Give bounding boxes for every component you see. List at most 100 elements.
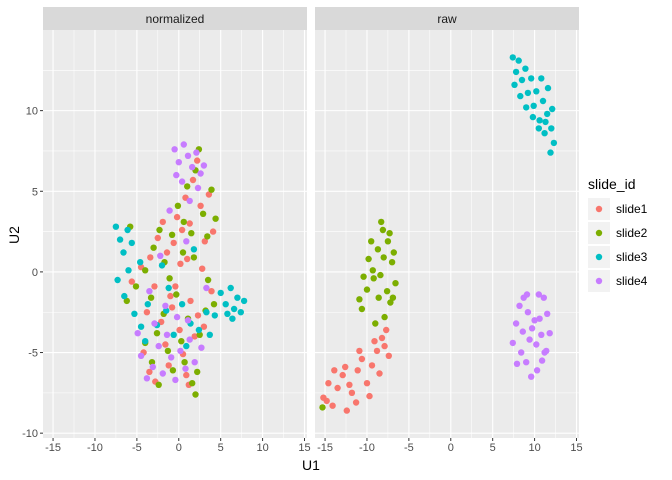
point-slide1-normalized: [199, 265, 206, 272]
point-slide2-normalized: [192, 391, 199, 398]
point-slide4-raw: [526, 336, 533, 343]
point-slide4-normalized: [194, 184, 202, 192]
point-slide4-normalized: [137, 352, 145, 359]
point-slide4-raw: [524, 309, 532, 316]
point-slide2-normalized: [210, 301, 218, 308]
point-slide1-normalized: [191, 333, 198, 340]
point-slide3-raw: [512, 68, 520, 76]
point-slide4-raw: [538, 331, 545, 338]
point-slide1-raw: [363, 380, 371, 387]
point-slide1-normalized: [176, 326, 183, 334]
point-slide3-normalized: [227, 284, 234, 292]
point-slide3-normalized: [124, 226, 131, 234]
point-slide3-raw: [535, 125, 542, 132]
point-slide3-raw: [550, 139, 558, 147]
legend-swatch-slide1: [595, 205, 603, 213]
point-slide4-normalized: [191, 359, 198, 366]
point-slide4-normalized: [203, 284, 210, 292]
legend-label-slide1: slide1: [616, 202, 648, 216]
point-slide1-raw: [371, 338, 378, 345]
legend-label-slide4: slide4: [616, 274, 648, 288]
point-slide4-normalized: [186, 336, 193, 343]
points: [112, 54, 558, 414]
point-slide1-normalized: [183, 371, 190, 379]
point-slide3-normalized: [178, 301, 186, 308]
point-slide4-raw: [535, 291, 542, 298]
point-slide2-raw: [375, 294, 382, 301]
point-slide4-raw: [540, 294, 547, 301]
point-slide1-raw: [331, 367, 338, 374]
x-tick-label: 10: [528, 442, 540, 454]
point-slide1-normalized: [143, 309, 151, 316]
point-slide1-raw: [376, 370, 383, 377]
point-slide1-raw: [329, 402, 336, 409]
point-slide3-normalized: [121, 292, 128, 300]
point-slide2-raw: [319, 404, 326, 411]
point-slide4-normalized: [143, 375, 151, 382]
axes: -15 -10 -5 0 5 10 15 -10 -5 0 5 10 -15 -10 -5 0 5 10 15: [22, 106, 583, 454]
x-tick-label: -10: [359, 442, 375, 454]
point-slide1-normalized: [159, 218, 166, 226]
point-slide1-raw: [343, 407, 350, 414]
point-slide4-normalized: [182, 365, 189, 372]
legend-swatch-slide4: [595, 277, 603, 285]
facet-label-raw: raw: [437, 12, 457, 26]
point-slide2-normalized: [184, 183, 191, 190]
point-slide3-raw: [529, 113, 537, 121]
point-slide1-normalized: [187, 297, 194, 305]
point-slide1-raw: [381, 342, 388, 350]
panels: normalized raw: [43, 7, 579, 438]
point-slide2-raw: [356, 296, 363, 303]
point-slide4-normalized: [134, 330, 141, 337]
legend-swatch-slide3: [595, 253, 603, 261]
point-slide2-raw: [368, 238, 375, 245]
point-slide2-normalized: [156, 226, 163, 234]
point-slide1-raw: [356, 347, 363, 355]
point-slide3-raw: [549, 105, 556, 113]
point-slide4-raw: [528, 325, 536, 332]
point-slide2-normalized: [212, 215, 219, 222]
point-slide2-normalized: [178, 338, 185, 345]
point-slide1-raw: [339, 371, 346, 379]
facet-label-normalized: normalized: [146, 12, 205, 26]
point-slide3-raw: [541, 130, 548, 137]
y-tick-label: -10: [22, 428, 38, 440]
point-slide1-normalized: [151, 283, 158, 290]
x-tick-label: -10: [87, 442, 103, 454]
point-slide1-normalized: [208, 288, 215, 295]
point-slide4-normalized: [184, 152, 192, 159]
point-slide3-normalized: [120, 249, 127, 256]
point-slide3-raw: [544, 84, 552, 92]
x-tick-label: -5: [404, 442, 414, 454]
point-slide4-normalized: [173, 171, 180, 179]
point-slide4-normalized: [163, 331, 171, 338]
point-slide2-raw: [379, 226, 387, 234]
point-slide1-raw: [358, 355, 366, 363]
point-slide2-normalized: [204, 276, 212, 284]
point-slide4-normalized: [178, 178, 186, 185]
point-slide4-normalized: [155, 342, 162, 350]
point-slide2-normalized: [150, 244, 157, 251]
x-tick-label: 5: [218, 442, 224, 454]
point-slide4-normalized: [151, 320, 158, 327]
x-tick-label: -15: [45, 442, 61, 454]
point-slide1-raw: [348, 389, 356, 396]
point-slide3-normalized: [137, 259, 144, 266]
point-slide3-raw: [523, 104, 530, 111]
point-slide3-raw: [509, 54, 516, 61]
point-slide2-normalized: [147, 294, 155, 301]
point-slide4-raw: [546, 330, 553, 337]
point-slide3-normalized: [203, 309, 210, 316]
x-tick-label: 10: [256, 442, 268, 454]
point-slide2-normalized: [208, 186, 215, 193]
x-axis-title: U1: [302, 457, 320, 473]
point-slide3-raw: [533, 88, 540, 95]
point-slide1-raw: [373, 347, 381, 355]
point-slide1-normalized: [146, 368, 153, 376]
point-slide2-normalized: [199, 210, 207, 217]
point-slide4-raw: [518, 349, 525, 356]
point-slide3-normalized: [163, 307, 170, 314]
point-slide4-normalized: [166, 207, 173, 214]
y-axis-title: U2: [6, 226, 22, 244]
point-slide2-raw: [363, 286, 371, 293]
